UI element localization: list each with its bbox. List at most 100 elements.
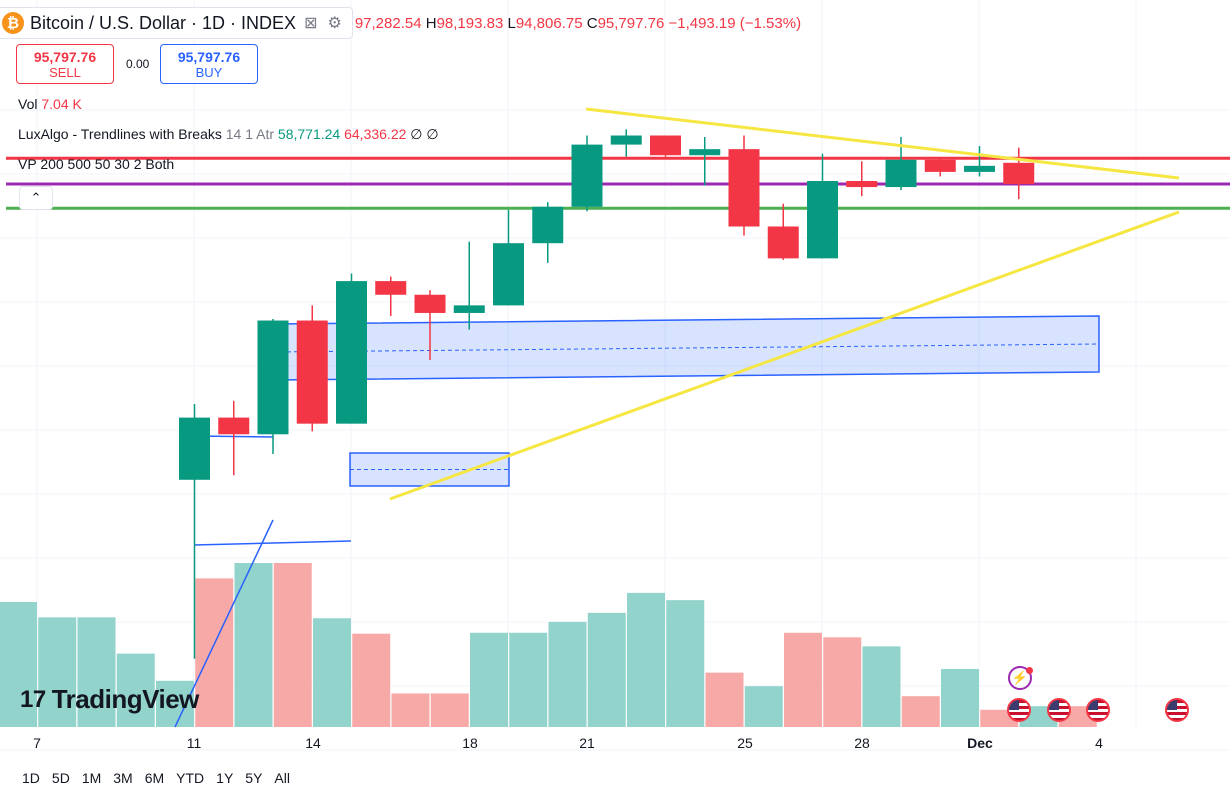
candle-body: [767, 226, 799, 259]
candle-body: [571, 144, 603, 207]
symbol-title[interactable]: Bitcoin / U.S. Dollar · 1D · INDEX: [30, 12, 297, 33]
x-tick-label: 14: [305, 735, 321, 751]
candle-body: [807, 181, 838, 259]
volume-bar: [509, 632, 548, 727]
volume-bar: [195, 578, 234, 727]
candle-body: [885, 159, 917, 188]
settings-gear-icon[interactable]: ⚙: [327, 15, 342, 32]
ohlc-change: −1,493.19 (−1.53%): [668, 14, 802, 32]
timeframe-bar: 1D 5D 1M 3M 6M YTD 1Y 5Y All: [22, 770, 290, 786]
x-tick-label: 4: [1095, 735, 1103, 751]
volume-legend[interactable]: Vol 7.04 K: [18, 96, 82, 112]
ohlc-close: 95,797.76: [597, 14, 665, 32]
volume-bar: [862, 646, 901, 727]
candle-body: [179, 417, 210, 480]
candle-body: [964, 165, 995, 172]
candle-body: [728, 149, 760, 227]
x-tick-label: 18: [462, 735, 478, 751]
volume-bar: [627, 592, 665, 727]
us-flag-event-icon[interactable]: [1007, 698, 1031, 722]
volume-profile-box-mid: [272, 343, 1100, 353]
candle-body: [218, 417, 250, 435]
timeframe-6m-button[interactable]: 6M: [144, 770, 165, 786]
ohlc-high: 98,193.83: [436, 14, 504, 32]
volume-bar: [0, 601, 37, 727]
volume-bar: [156, 680, 194, 727]
candle-body: [296, 320, 328, 424]
volume-bar: [352, 633, 391, 727]
flash-event-icon[interactable]: ⚡: [1008, 666, 1032, 690]
us-flag-event-icon[interactable]: [1086, 698, 1110, 722]
volume-bar: [548, 621, 587, 727]
candle-body: [532, 206, 564, 244]
timeframe-5d-button[interactable]: 5D: [51, 770, 70, 786]
timeframe-3m-button[interactable]: 3M: [113, 770, 133, 786]
ohlc-open: 97,282.54: [354, 14, 422, 32]
sell-price: 95,797.76: [33, 49, 97, 65]
bitcoin-icon: ₿: [2, 12, 24, 34]
tradingview-logo-icon: 17: [20, 685, 46, 713]
candle-body: [414, 294, 446, 313]
volume-bar: [470, 632, 508, 727]
volume-bar: [77, 617, 116, 727]
timeframe-all-button[interactable]: All: [274, 770, 290, 786]
volume-bar: [430, 693, 469, 727]
volume-bar: [823, 637, 862, 727]
ohlc-values: 97,282.54 H98,193.83 L94,806.75 C95,797.…: [354, 14, 802, 32]
ohlc-low: 94,806.75: [515, 14, 583, 32]
symbol-title-box[interactable]: ₿ Bitcoin / U.S. Dollar · 1D · INDEX ⊠ ⚙: [0, 7, 353, 39]
volume-bar: [391, 693, 430, 727]
x-tick-label: 21: [579, 735, 595, 751]
volume-bar: [901, 696, 940, 727]
us-flag-event-icon[interactable]: [1165, 698, 1189, 722]
candle-body: [493, 243, 524, 306]
timeframe-1d-button[interactable]: 1D: [22, 770, 40, 786]
notification-dot: [1026, 667, 1033, 674]
x-tick-label: 25: [737, 735, 753, 751]
candle-body: [453, 305, 485, 313]
timeframe-1y-button[interactable]: 1Y: [216, 770, 234, 786]
timeframe-1m-button[interactable]: 1M: [81, 770, 102, 786]
volume-bar: [666, 600, 705, 727]
sell-button[interactable]: 95,797.76 SELL: [16, 44, 114, 84]
sell-label: SELL: [49, 65, 81, 80]
volume-bar: [313, 618, 351, 727]
trendline-support: [389, 210, 1180, 501]
trendline-resistance: [585, 107, 1180, 180]
candle-body: [375, 281, 407, 295]
volume-profile-legend[interactable]: VP 200 500 50 30 2 Both: [18, 156, 175, 172]
volume-bar: [744, 686, 783, 727]
volume-bar: [234, 563, 273, 727]
trendline-blue: [174, 519, 274, 728]
volume-bar: [116, 653, 155, 727]
buy-label: BUY: [195, 65, 223, 80]
timeframe-ytd-button[interactable]: YTD: [176, 770, 205, 786]
timeframe-5y-button[interactable]: 5Y: [245, 770, 263, 786]
candle-body: [336, 281, 367, 424]
tradingview-logo: 17 TradingView: [20, 684, 199, 715]
volume-bar: [784, 632, 822, 727]
x-tick-label: 11: [186, 735, 202, 751]
us-flag-event-icon[interactable]: [1047, 698, 1071, 722]
buy-button[interactable]: 95,797.76 BUY: [160, 44, 258, 84]
volume-value: 7.04 K: [41, 96, 82, 112]
spread-value: 0.00: [126, 57, 150, 71]
volume-bar: [587, 612, 626, 727]
buy-price: 95,797.76: [177, 49, 241, 65]
x-tick-label: Dec: [967, 735, 993, 751]
x-tick-label: 28: [854, 735, 870, 751]
tradingview-logo-text: TradingView: [51, 684, 200, 714]
volume-bar: [38, 617, 77, 727]
luxalgo-legend[interactable]: LuxAlgo - Trendlines with Breaks 14 1 At…: [18, 126, 439, 142]
x-tick-label: 7: [33, 735, 41, 751]
candle-body: [257, 320, 289, 435]
candle-body: [846, 181, 878, 188]
close-legend-icon[interactable]: ⊠: [304, 15, 318, 32]
vp-line: [193, 540, 352, 546]
volume-bar: [941, 669, 979, 727]
candle-body: [924, 159, 956, 172]
volume-bar: [273, 563, 312, 727]
candle-body: [610, 135, 642, 145]
collapse-legend-button[interactable]: ⌃: [19, 186, 53, 210]
